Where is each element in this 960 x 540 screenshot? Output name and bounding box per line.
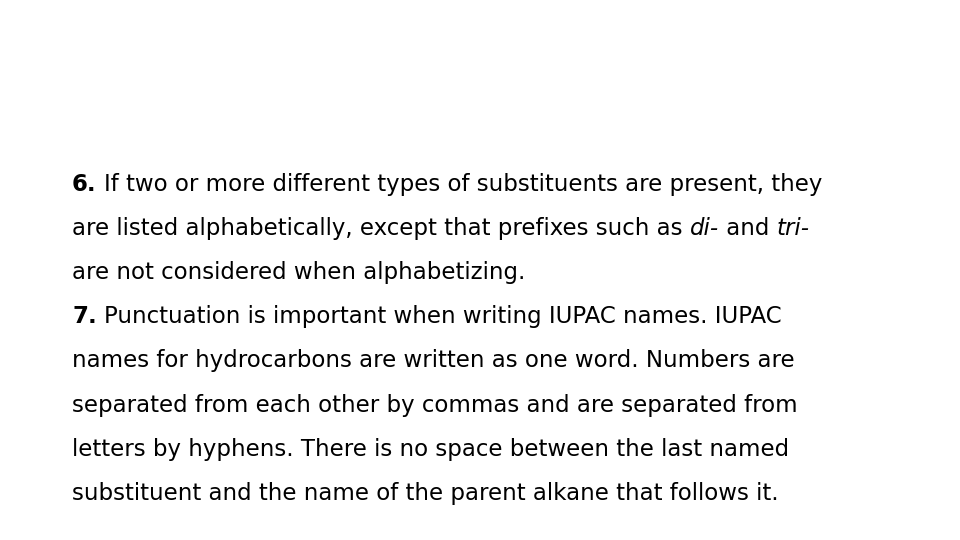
Text: are listed alphabetically, except that prefixes such as: are listed alphabetically, except that p… xyxy=(72,217,689,240)
Text: di-: di- xyxy=(689,217,719,240)
Text: separated from each other by commas and are separated from: separated from each other by commas and … xyxy=(72,394,798,417)
Text: tri-: tri- xyxy=(777,217,809,240)
Text: If two or more different types of substituents are present, they: If two or more different types of substi… xyxy=(105,173,823,196)
Text: 7.: 7. xyxy=(72,305,97,328)
Text: 6.: 6. xyxy=(72,173,97,196)
Text: names for hydrocarbons are written as one word. Numbers are: names for hydrocarbons are written as on… xyxy=(72,349,795,373)
Text: and: and xyxy=(719,217,777,240)
Text: substituent and the name of the parent alkane that follows it.: substituent and the name of the parent a… xyxy=(72,482,779,505)
Text: letters by hyphens. There is no space between the last named: letters by hyphens. There is no space be… xyxy=(72,438,789,461)
Text: are not considered when alphabetizing.: are not considered when alphabetizing. xyxy=(72,261,525,285)
Text: Punctuation is important when writing IUPAC names. IUPAC: Punctuation is important when writing IU… xyxy=(105,305,782,328)
